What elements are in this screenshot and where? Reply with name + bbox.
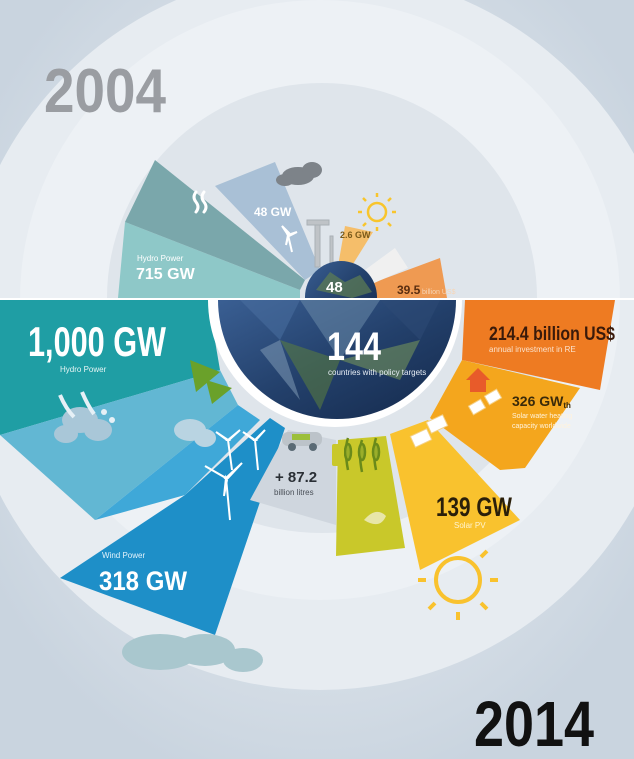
wave-icon <box>192 190 208 214</box>
biofuel-green-segment <box>336 436 405 556</box>
house-icon <box>466 368 490 392</box>
solar-heat-2014-label-1: Solar water heating <box>512 413 572 420</box>
cloud-icon <box>276 162 322 186</box>
car-icon <box>282 432 322 451</box>
wind-2004-segment <box>215 162 320 280</box>
sun-icon <box>418 540 498 620</box>
hydro-2014-segment <box>0 300 220 435</box>
hydro-2004-label: Hydro Power <box>137 254 184 263</box>
wind-2014-segment <box>60 418 285 635</box>
solar-pv-2014-segment <box>390 420 520 570</box>
wind-2004-value: 48 GW <box>254 205 292 219</box>
segments-2014 <box>0 300 615 635</box>
policy-2014-label: countries with policy targets <box>328 368 426 377</box>
policy-2014-value: 144 <box>327 325 382 369</box>
wind-turbine-icon <box>204 429 266 521</box>
investment-2014-segment <box>462 300 615 390</box>
solar-panel-icon <box>409 388 503 448</box>
cloud-icon <box>174 419 216 447</box>
biofuel-2014-unit: billion litres <box>274 488 314 497</box>
hydro-2014-label: Hydro Power <box>60 365 107 374</box>
biofuel-2014-segment <box>250 430 336 525</box>
biofuel-plant-icon <box>343 437 381 473</box>
hydro-2014-value: 1,000 GW <box>28 318 166 365</box>
green-arrow-icon <box>190 360 232 404</box>
year-2014: 2014 <box>474 688 594 759</box>
hydro-2014-segment-light <box>0 370 238 520</box>
segments-2004 <box>118 160 447 298</box>
policy-2004-value: 48 <box>326 279 343 296</box>
solar-heat-2014-label-2: capacity worldwide <box>512 423 571 430</box>
solar-pv-2004-value: 2.6 GW <box>340 230 371 240</box>
globe-2014-facets <box>240 300 440 410</box>
investment-2004-unit: billion US$ <box>422 289 456 296</box>
hydro-2004-segment <box>118 222 300 298</box>
wind-2014-label: Wind Power <box>102 551 145 560</box>
solar-heat-2014-segment <box>430 360 580 470</box>
oil-rig-icon <box>306 219 334 268</box>
rain-cloud-icon <box>54 391 115 443</box>
bottom-cloud-icon <box>122 634 263 672</box>
solar-pv-2004-segment <box>338 226 373 272</box>
policy-2004-segment <box>365 248 408 284</box>
investment-2014-value: 214.4 billion US$ <box>489 324 615 345</box>
fuel-pump-icon <box>332 444 344 466</box>
wind-2014-value: 318 GW <box>99 566 187 596</box>
hydro-2004-segment-dark <box>125 160 305 290</box>
hydro-2004-value: 715 GW <box>136 266 196 283</box>
year-2004: 2004 <box>44 57 166 126</box>
solar-pv-2014-label: Solar PV <box>454 521 486 530</box>
investment-2004-segment <box>370 258 447 298</box>
investment-2014-label: annual investment in RE <box>489 345 576 354</box>
globe-2004-land <box>316 272 372 298</box>
investment-2004-value: 39.5 <box>397 283 421 297</box>
separator-line <box>0 298 634 300</box>
solar-heat-2014-value: 326 GWth <box>512 393 571 410</box>
wind-turbine-icon <box>281 225 298 253</box>
biofuel-2014-value: + 87.2 <box>275 469 317 486</box>
leaf-icon <box>364 511 386 525</box>
solar-pv-2014-value: 139 GW <box>436 492 512 522</box>
sun-icon <box>358 193 396 231</box>
